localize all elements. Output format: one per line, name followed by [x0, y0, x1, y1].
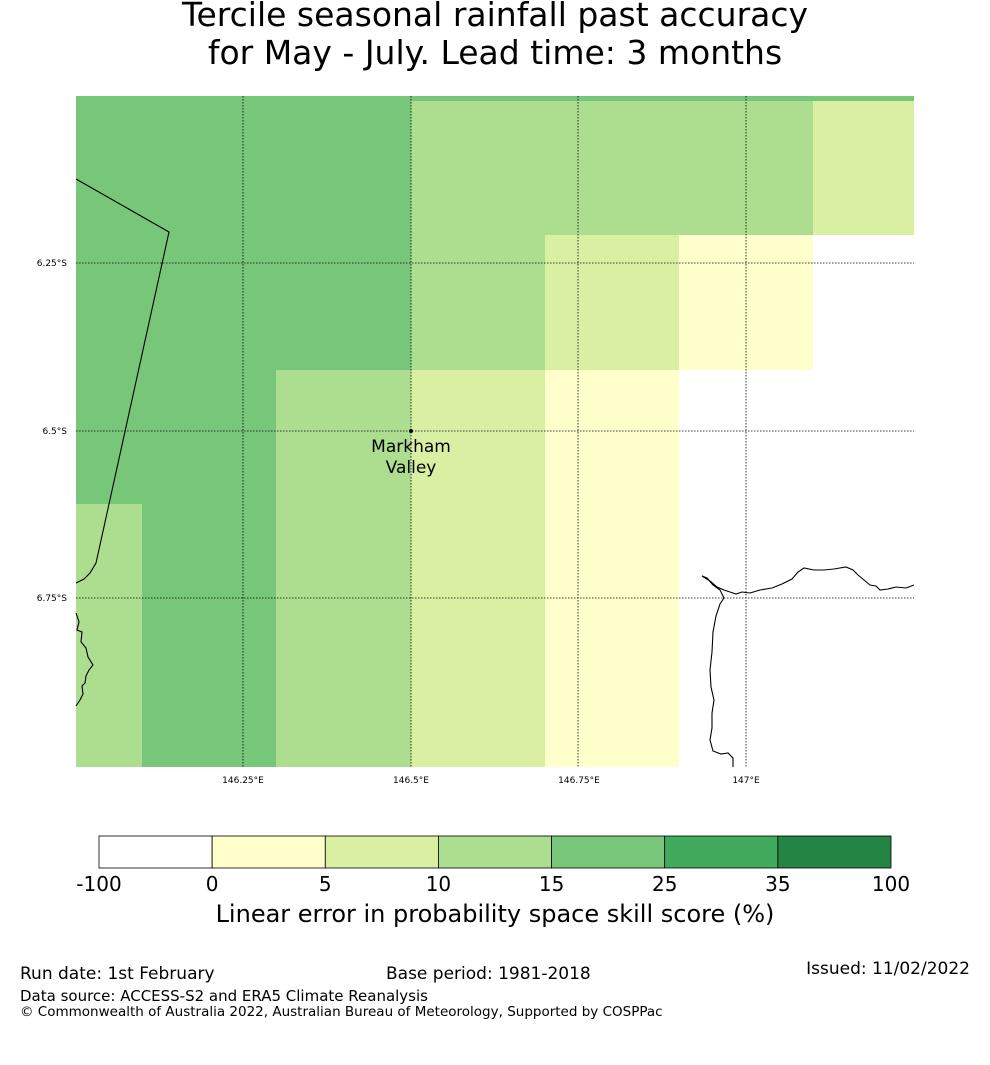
map-cell — [813, 101, 914, 235]
data-source: Data source: ACCESS-S2 and ERA5 Climate … — [20, 987, 428, 1005]
colorbar-swatch — [777, 835, 892, 869]
colorbar-tick-label: 35 — [765, 872, 790, 896]
colorbar-tick-label: 25 — [652, 872, 677, 896]
map-cell — [276, 370, 411, 767]
map-cell — [411, 101, 813, 235]
map-cell — [411, 370, 545, 767]
colorbar-tick-label: 100 — [872, 872, 910, 896]
province-boundary — [75, 178, 170, 584]
title-line-2: for May - July. Lead time: 3 months — [207, 33, 783, 72]
copyright: © Commonwealth of Australia 2022, Austra… — [20, 1004, 663, 1020]
colorbar-swatch — [324, 835, 439, 869]
map-cell — [545, 235, 679, 370]
colorbar-swatch — [98, 835, 213, 869]
map-cell — [813, 235, 914, 370]
lat-label: 6.25°S — [37, 259, 68, 269]
base-period: Base period: 1981-2018 — [386, 964, 591, 984]
title-line-1: Tercile seasonal rainfall past accuracy — [181, 0, 809, 34]
lat-label: 6.75°S — [37, 594, 68, 604]
coastline-east — [701, 566, 915, 767]
chart-title: Tercile seasonal rainfall past accuracy … — [0, 0, 990, 72]
lon-labels: 146.25°E 146.5°E 146.75°E 147°E — [222, 776, 760, 786]
colorbar-swatch — [211, 835, 326, 869]
colorbar-swatch — [664, 835, 779, 869]
lon-label: 146.25°E — [222, 776, 264, 786]
colorbar-tick-label: -100 — [76, 872, 121, 896]
colorbar-swatch — [551, 835, 666, 869]
map-cell — [679, 370, 914, 767]
lat-label: 6.5°S — [42, 427, 67, 437]
lon-label: 146.5°E — [393, 776, 429, 786]
map-cell — [679, 235, 813, 370]
place-label-line-2: Valley — [386, 458, 437, 478]
lon-label: 147°E — [732, 776, 760, 786]
lon-label: 146.75°E — [558, 776, 600, 786]
colorbar-tick-labels: -100 0 5 10 15 25 35 100 — [76, 872, 910, 896]
skill-grid — [76, 96, 914, 767]
map-cell — [545, 370, 679, 767]
lat-labels: 6.25°S 6.5°S 6.75°S — [37, 259, 68, 604]
coastline-west — [75, 612, 94, 707]
graticule — [76, 96, 914, 767]
map-cell — [76, 504, 142, 767]
colorbar-label: Linear error in probability space skill … — [215, 900, 775, 928]
map-cell — [411, 235, 545, 370]
colorbar-tick-label: 15 — [539, 872, 564, 896]
issued-date: Issued: 11/02/2022 — [806, 959, 970, 979]
colorbar-tick-label: 10 — [426, 872, 451, 896]
colorbar-tick-label: 0 — [206, 872, 219, 896]
colorbar — [98, 835, 892, 869]
place-marker — [409, 429, 413, 433]
colorbar-swatch — [438, 835, 552, 869]
run-date: Run date: 1st February — [20, 964, 215, 984]
colorbar-tick-label: 5 — [319, 872, 332, 896]
coastlines — [75, 178, 915, 767]
place-label-line-1: Markham — [371, 437, 451, 457]
